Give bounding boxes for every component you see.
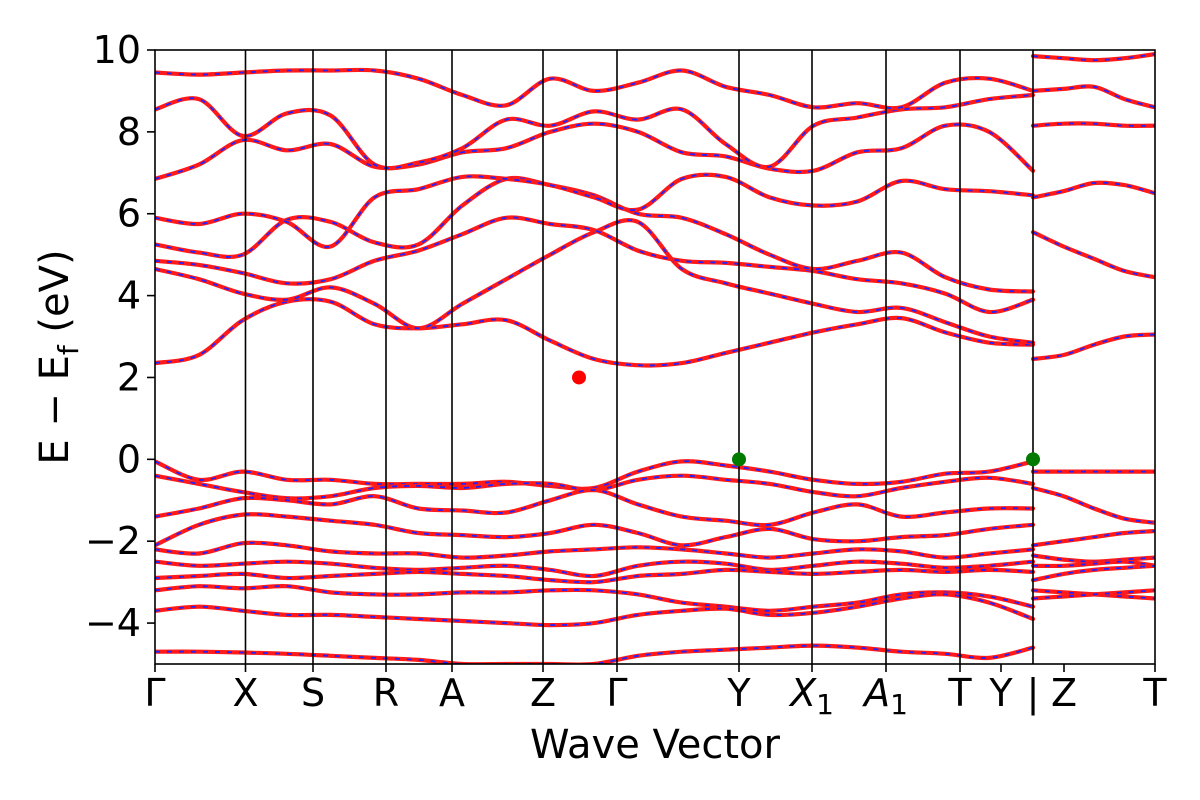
band-2-overlay	[155, 216, 1034, 313]
y-tick-label-6: −2	[85, 519, 141, 563]
band-10-overlay	[155, 489, 1034, 526]
x-axis-ticks: Γ X S R A Z Γ Y X1 A1 T Y | Z T	[144, 664, 1167, 721]
x-tick-label-7: Y	[726, 671, 751, 715]
y-axis-title: E − Ef (eV)	[32, 249, 85, 464]
x-tick-label-14: T	[1142, 671, 1167, 715]
y-axis-title-sub: f	[52, 344, 85, 355]
band-12-overlay	[155, 541, 1034, 559]
band-right-8-overlay	[1032, 530, 1155, 547]
y-tick-label-1: 8	[117, 110, 141, 154]
band-17-overlay	[155, 644, 1034, 664]
x-tick-label-5: Z	[530, 671, 556, 715]
x-tick-label-6: Γ	[606, 671, 627, 715]
y-tick-label-3: 4	[117, 274, 141, 318]
band-right-13-overlay	[1032, 589, 1155, 600]
band-13-overlay	[155, 560, 1034, 577]
band-4-overlay	[155, 173, 1034, 248]
band-15-overlay	[155, 585, 1034, 612]
band-right-10-overlay	[1032, 560, 1155, 567]
x-axis-title: Wave Vector	[530, 722, 781, 768]
x-tick-label-8: X1	[788, 671, 834, 721]
y-tick-label-5: 0	[117, 437, 141, 481]
band-right-1-overlay	[1032, 231, 1155, 279]
x-tick-label-1: X	[232, 671, 258, 715]
x-tick-label-9: A1	[861, 671, 908, 721]
band-right-0-overlay	[1032, 333, 1155, 360]
y-tick-label-0: 10	[93, 28, 141, 72]
band-9-overlay	[155, 474, 1034, 500]
vbm-marker-2	[1026, 452, 1040, 467]
x-tick-label-10: T	[947, 671, 972, 715]
x-tick-label-0: Γ	[144, 671, 165, 715]
bands-layer	[155, 52, 1155, 664]
y-axis-title-main: E − E	[32, 355, 78, 465]
cbm-marker-0	[572, 370, 586, 385]
x-tick-label-13: Z	[1051, 671, 1077, 715]
band-right-5-overlay	[1032, 53, 1155, 62]
band-right-11-overlay	[1032, 564, 1155, 581]
y-tick-label-2: 6	[117, 192, 141, 236]
band-14-overlay	[155, 568, 1034, 584]
y-tick-label-4: 2	[117, 355, 141, 399]
band-right-7-overlay	[1032, 487, 1155, 524]
band-6-overlay	[155, 94, 1034, 170]
x-tick-label-12: |	[1027, 671, 1040, 716]
x-tick-label-2: S	[301, 671, 325, 715]
y-tick-label-7: −4	[85, 601, 141, 645]
y-axis-ticks: 10 8 6 4 2 0 −2 −4	[85, 28, 155, 645]
band-16-overlay	[155, 593, 1034, 627]
extrema-markers	[572, 370, 1040, 467]
band-7-overlay	[155, 68, 1034, 109]
band-11-overlay	[155, 513, 1034, 547]
y-axis-title-unit: (eV)	[32, 249, 78, 345]
x-tick-label-3: R	[373, 671, 399, 715]
x-tick-label-4: A	[439, 671, 465, 715]
vbm-marker-1	[732, 452, 746, 467]
band-0-overlay	[155, 298, 1034, 367]
band-right-2-overlay	[1032, 181, 1155, 199]
band-right-3-overlay	[1032, 122, 1155, 127]
kpoint-lines	[244, 50, 1034, 664]
band-right-4-overlay	[1032, 85, 1155, 109]
band-5-overlay	[155, 122, 1034, 180]
x-tick-label-11: Y	[988, 671, 1013, 715]
plot-frame	[154, 49, 1156, 665]
